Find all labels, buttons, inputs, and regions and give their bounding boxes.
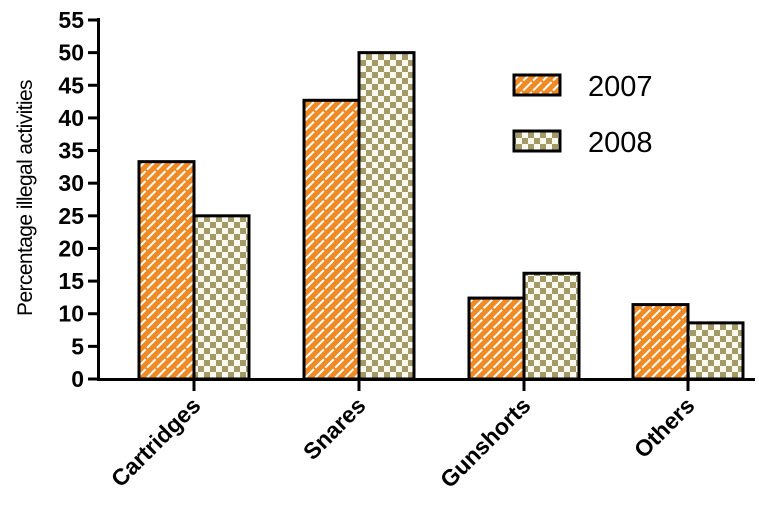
bar-2007-others <box>631 303 690 381</box>
y-tick-label: 55 <box>58 7 84 33</box>
bar-2008-snares <box>357 51 416 381</box>
bar-2008-gunshorts <box>522 271 581 381</box>
y-axis-label: Percentage illegal activities <box>14 80 37 316</box>
y-tick-label: 40 <box>58 105 84 131</box>
x-tick-label-snares: Snares <box>298 392 371 465</box>
y-tick-label: 25 <box>58 203 84 229</box>
x-tick-label-cartridges: Cartridges <box>106 392 206 492</box>
legend-swatch-2007 <box>512 73 562 97</box>
bar-2008-cartridges <box>192 214 251 381</box>
bar-2007-snares <box>302 98 361 381</box>
y-tick-label: 50 <box>58 40 84 66</box>
y-axis-ticks: 0 5 10 15 20 25 30 35 40 45 50 55 <box>58 7 98 392</box>
y-tick-label: 10 <box>58 301 84 327</box>
y-tick-label: 15 <box>58 268 84 294</box>
legend-label-2008: 2008 <box>588 127 653 159</box>
bar-2007-gunshorts <box>467 296 526 381</box>
bar-2007-cartridges <box>137 160 196 381</box>
y-tick-label: 30 <box>58 170 84 196</box>
y-tick-label: 5 <box>71 333 84 359</box>
legend-swatch-2008 <box>512 129 562 153</box>
y-tick-label: 0 <box>71 366 84 392</box>
x-tick-label-others: Others <box>629 392 700 463</box>
x-tick-label-gunshorts: Gunshorts <box>435 392 536 493</box>
y-tick-label: 35 <box>58 138 84 164</box>
legend: 2007 2008 <box>512 71 653 159</box>
y-tick-label: 45 <box>58 72 84 98</box>
y-tick-label: 20 <box>58 235 84 261</box>
x-axis-ticks: Cartridges Snares Gunshorts Others <box>106 379 700 493</box>
bar-2008-others <box>686 321 745 381</box>
legend-label-2007: 2007 <box>588 71 653 103</box>
